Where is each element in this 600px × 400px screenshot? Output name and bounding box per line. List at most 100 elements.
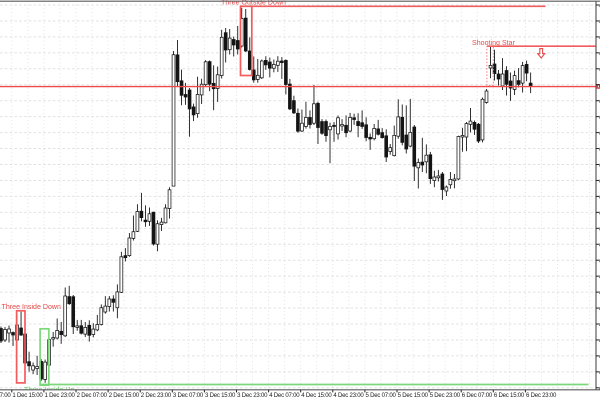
candle-body-bearish (280, 60, 284, 63)
candle (235, 25, 240, 55)
candle-body-bullish (219, 36, 224, 76)
candle-body-bullish (448, 179, 453, 186)
candle (428, 151, 433, 184)
time-label: 3 Dec 23:00 (237, 393, 268, 399)
candle (55, 318, 59, 340)
candle (107, 296, 112, 312)
candle (67, 285, 72, 305)
time-label: 4 Dec 07:00 (269, 393, 300, 399)
candle-body-bullish (464, 123, 469, 138)
candle-body-bearish (356, 121, 360, 126)
candle-body-bearish (288, 83, 292, 110)
candle (227, 29, 232, 55)
candle-body-bullish (227, 37, 232, 51)
candle-body-bearish (207, 61, 212, 85)
candle-body-bearish (472, 122, 477, 130)
candle (344, 115, 348, 138)
candle-body-bearish (344, 124, 348, 134)
candle (139, 192, 144, 222)
candle (135, 204, 140, 232)
candle-body-bearish (364, 124, 368, 138)
candle (115, 284, 120, 319)
candle-body-bearish (71, 296, 76, 328)
candle-body-bullish (456, 136, 461, 180)
candle-body-bullish (276, 60, 280, 66)
candle-body-bullish (43, 361, 47, 380)
candle-body-bearish (59, 330, 63, 335)
candle-body-bearish (292, 100, 296, 114)
candle-body-bullish (7, 328, 11, 334)
candle-body-bullish (159, 221, 164, 225)
candle-body-bullish (328, 126, 332, 131)
shooting-star-label: Shooting Star (472, 40, 516, 47)
candle (11, 331, 15, 346)
candle (99, 304, 104, 326)
candle-body-bullish (35, 366, 39, 369)
time-label: 2 Dec 07:00 (77, 393, 108, 399)
candle-body-bullish (408, 132, 413, 147)
candle-body-bearish (508, 80, 513, 89)
candle (31, 362, 35, 375)
candle (75, 319, 80, 331)
candle (179, 69, 184, 106)
candle (488, 46, 493, 79)
candle-body-bullish (304, 117, 308, 127)
candle-body-bullish (300, 122, 304, 132)
candle (0, 326, 3, 343)
candle-body-bearish (139, 210, 144, 218)
candle-body-bullish (127, 237, 132, 256)
candle (424, 144, 429, 174)
candle-body-bearish (19, 327, 23, 336)
candle-body-bullish (484, 90, 489, 103)
three-inside-up-box (39, 327, 50, 387)
candle-body-bearish (235, 40, 240, 50)
candle (159, 217, 164, 231)
candle-body-bullish (432, 176, 437, 181)
candle-body-bearish (87, 324, 92, 336)
candle (91, 323, 96, 338)
candle (356, 113, 360, 138)
candle (83, 322, 88, 337)
candle (384, 129, 388, 162)
candle-body-bearish (111, 298, 116, 303)
candle-body-bullish (95, 324, 100, 331)
candle (492, 49, 497, 81)
candle (288, 78, 292, 111)
candle (464, 122, 469, 152)
candle-body-bearish (516, 80, 521, 85)
candle (195, 76, 200, 118)
candle (460, 127, 465, 152)
candle (352, 113, 356, 125)
candle-body-bearish (268, 61, 272, 69)
candle-body-bearish (223, 32, 228, 51)
candle (316, 101, 320, 144)
time-label: 1 Dec 23:00 (45, 393, 76, 399)
candle-body-bearish (428, 154, 433, 179)
candle-body-bullish (155, 223, 160, 245)
candle-body-bullish (272, 64, 276, 69)
candle (500, 58, 505, 90)
candle-body-bullish (255, 74, 260, 80)
candle (264, 56, 268, 70)
candle (312, 85, 316, 125)
candle-body-bullish (396, 116, 401, 137)
candle (151, 211, 156, 246)
candle (187, 88, 192, 137)
candle-body-bearish (264, 60, 268, 66)
candle (328, 122, 332, 164)
candle (243, 9, 248, 52)
candle (171, 51, 176, 187)
candle-body-bearish (191, 106, 196, 116)
candle-body-bearish (0, 328, 3, 342)
candle (63, 287, 67, 337)
time-label: 3 Dec 07:00 (173, 393, 204, 399)
candle-body-bearish (496, 73, 501, 80)
time-label: 5 Dec 23:00 (430, 393, 461, 399)
candle (95, 314, 100, 332)
candle-body-bearish (400, 116, 405, 143)
time-label: 1 Dec 07:00 (0, 393, 11, 399)
three-outside-down-box (239, 5, 253, 77)
candle (348, 112, 352, 133)
